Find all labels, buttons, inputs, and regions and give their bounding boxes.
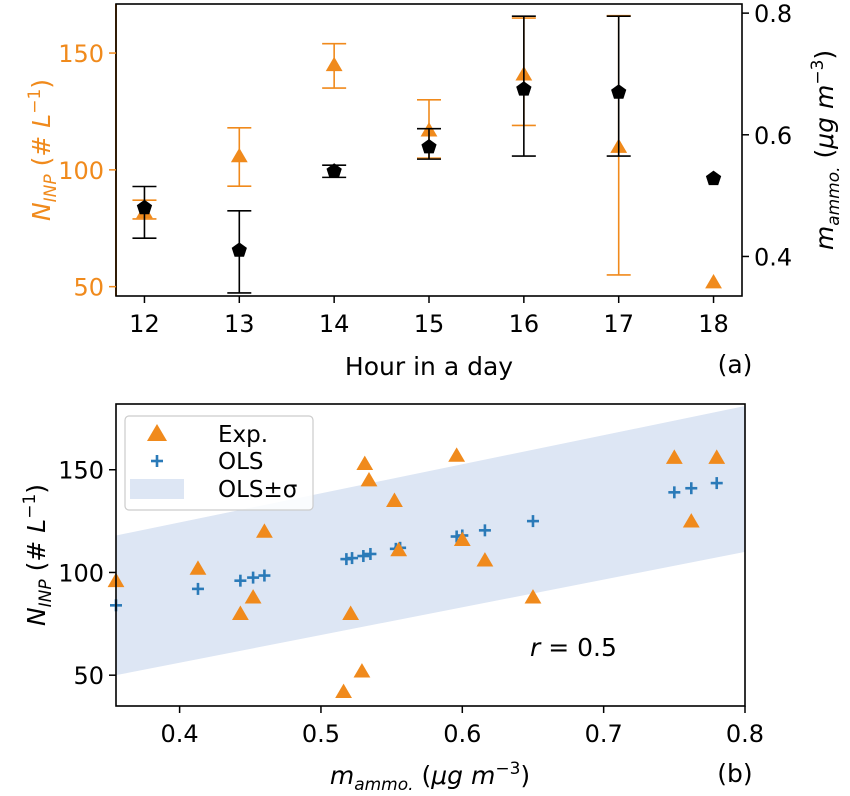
ols-plus-marker (526, 515, 539, 528)
exp-triangle-marker (360, 472, 378, 487)
panel-a-left-y-ticks: 50 100 150 (58, 40, 116, 302)
panel-a-right-y-ticks: 0.4 0.6 0.8 (742, 0, 792, 271)
panel-a-x-axis-title: Hour in a day (345, 352, 513, 381)
exp-triangle-marker (682, 513, 700, 528)
panel-a-x-ticks: 12 13 14 15 16 17 18 (129, 296, 729, 338)
exp-triangle-marker (665, 449, 683, 464)
inp-triangle-marker (325, 56, 343, 72)
x-tick-label: 12 (129, 310, 160, 338)
legend-exp-label: Exp. (218, 422, 268, 448)
y-left-tick-label: 50 (73, 274, 104, 302)
ammonium-pentagon-marker (326, 163, 342, 178)
panel-b-y-ticks: 50 100 150 (58, 457, 116, 690)
x-tick-label: 0.5 (302, 720, 340, 748)
ols-plus-marker (191, 582, 204, 595)
exp-triangle-marker (448, 447, 466, 462)
legend-band-label: OLS±σ (218, 477, 297, 503)
exp-triangle-marker (476, 552, 494, 567)
panel-a-plot-area (115, 4, 722, 296)
ammonium-pentagon-marker (421, 139, 437, 154)
exp-triangle-marker (256, 523, 273, 538)
exp-triangle-marker (244, 589, 262, 604)
legend-exp-marker (147, 424, 167, 441)
panel-b-plot-area (107, 406, 745, 699)
panel-b-frame (115, 403, 746, 707)
ols-plus-marker (357, 550, 370, 563)
ols-plus-marker (478, 524, 491, 537)
panel-b-annotation-r: r = 0.5 (530, 633, 617, 662)
x-tick-label: 16 (509, 310, 540, 338)
ols-plus-marker (668, 486, 681, 499)
exp-triangle-marker (386, 492, 403, 507)
ammonium-pentagon-marker (705, 170, 722, 186)
x-tick-label: 0.6 (443, 720, 481, 748)
x-tick-label: 13 (224, 310, 255, 338)
x-tick-label: 14 (319, 310, 350, 338)
panel-a-label: (a) (718, 350, 753, 379)
inp-triangle-marker (705, 273, 722, 289)
panel-b: 0.4 0.5 0.6 0.7 0.8 50 100 150 (b) mammo. (μg … (20, 403, 764, 795)
x-tick-label: 18 (698, 310, 729, 338)
exp-triangle-marker (189, 560, 207, 575)
ols-plus-marker (247, 571, 260, 584)
ammonium-pentagon-marker (231, 242, 247, 257)
ols-plus-marker (710, 477, 723, 490)
inp-triangle-marker (230, 147, 248, 163)
exp-triangle-marker (231, 605, 249, 620)
panel-a-left-y-axis-title: NINP (# L−1) (25, 79, 61, 221)
panel-b-x-axis-title: mammo. (μg m−3) (330, 759, 530, 795)
ols-plus-marker (234, 574, 247, 587)
exp-triangle-marker (342, 605, 360, 620)
y-left-tick-label: 150 (58, 40, 104, 68)
legend-band-swatch (130, 479, 184, 499)
x-tick-label: 15 (414, 310, 445, 338)
ols-plus-marker (346, 552, 359, 565)
panel-b-y-axis-title: NINP (# L−1) (20, 484, 56, 626)
ammonium-pentagon-marker (516, 81, 532, 96)
ols-plus-marker (364, 547, 377, 560)
x-tick-label: 0.7 (585, 720, 623, 748)
ammonium-pentagon-marker (136, 199, 153, 215)
y-right-tick-label: 0.6 (754, 122, 792, 150)
panel-b-label: (b) (717, 759, 752, 788)
exp-triangle-marker (390, 541, 408, 557)
x-tick-label: 17 (603, 310, 634, 338)
ols-plus-marker (258, 569, 271, 582)
y-tick-label: 50 (73, 662, 104, 690)
ols-plus-marker (685, 482, 698, 495)
exp-triangle-marker (453, 531, 471, 546)
legend-ols-marker (151, 455, 163, 467)
y-right-tick-label: 0.4 (754, 243, 792, 271)
exp-triangle-marker (356, 455, 374, 470)
y-left-tick-label: 100 (58, 157, 104, 185)
legend-ols-label: OLS (218, 449, 264, 475)
ols-sigma-band (116, 406, 745, 676)
panel-a-right-y-axis-title: mammo. (μg m−3) (808, 50, 844, 250)
x-tick-label: 0.4 (161, 720, 199, 748)
panel-a: 12 13 14 15 16 17 18 50 100 150 0.4 0.6 0.8 Hour i… (25, 0, 844, 381)
ammonium-pentagon-marker (611, 84, 627, 99)
panel-b-legend: Exp. OLS OLS±σ (124, 415, 314, 511)
exp-triangle-marker (335, 683, 352, 699)
x-tick-label: 0.8 (726, 720, 764, 748)
y-right-tick-label: 0.8 (754, 0, 792, 28)
y-tick-label: 100 (58, 559, 104, 587)
y-tick-label: 150 (58, 457, 104, 485)
exp-triangle-marker (353, 663, 371, 678)
exp-triangle-marker (524, 589, 542, 604)
exp-triangle-marker (708, 449, 726, 464)
panel-b-x-ticks: 0.4 0.5 0.6 0.7 0.8 (161, 706, 764, 748)
